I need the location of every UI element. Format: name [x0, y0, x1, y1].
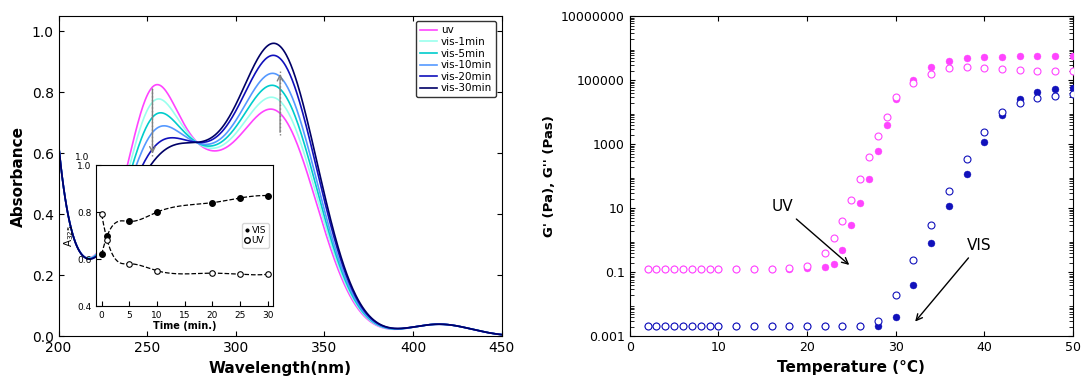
vis-1min: [252, 102, 265, 106]
Text: UV: UV: [772, 199, 848, 264]
vis-20min: [313, 182, 327, 186]
vis-10min: [387, 326, 400, 331]
vis-1min: [130, 137, 143, 141]
vis-10min: [166, 126, 179, 130]
vis-10min: [495, 332, 508, 337]
uv: [52, 142, 66, 146]
vis-10min: [252, 80, 265, 85]
vis-5min: [52, 142, 66, 146]
vis-5min: [265, 83, 278, 87]
vis-10min: [130, 161, 143, 166]
vis-5min: [166, 117, 179, 122]
vis-20min: [252, 65, 265, 69]
vis-10min: [52, 142, 66, 146]
vis-5min: [130, 149, 143, 154]
vis-5min: [313, 200, 327, 204]
Line: uv: uv: [59, 85, 501, 335]
uv: [313, 214, 327, 219]
Line: vis-20min: vis-20min: [59, 55, 501, 335]
uv: [348, 302, 361, 307]
vis-1min: [495, 332, 508, 337]
vis-1min: [313, 207, 327, 211]
Line: vis-30min: vis-30min: [59, 43, 501, 335]
vis-1min: [166, 108, 179, 113]
Line: vis-10min: vis-10min: [59, 73, 501, 335]
vis-5min: [495, 332, 508, 337]
vis-20min: [387, 326, 400, 331]
vis-30min: [52, 142, 66, 146]
Line: vis-5min: vis-5min: [59, 85, 501, 335]
vis-30min: [130, 186, 143, 191]
vis-20min: [52, 142, 66, 146]
vis-20min: [266, 53, 280, 58]
uv: [151, 82, 164, 87]
vis-30min: [313, 175, 327, 179]
vis-5min: [387, 327, 400, 331]
uv: [167, 101, 180, 106]
Text: VIS: VIS: [916, 238, 992, 320]
X-axis label: Wavelength(nm): Wavelength(nm): [209, 361, 352, 376]
Y-axis label: G' (Pa), G'' (Pas): G' (Pa), G'' (Pas): [543, 115, 556, 237]
Legend: uv, vis-1min, vis-5min, vis-10min, vis-20min, vis-30min: uv, vis-1min, vis-5min, vis-10min, vis-2…: [416, 21, 497, 98]
vis-5min: [348, 298, 361, 303]
vis-10min: [348, 296, 361, 301]
vis-10min: [313, 192, 327, 197]
vis-30min: [495, 332, 508, 337]
vis-1min: [348, 300, 361, 305]
vis-20min: [130, 175, 143, 180]
vis-1min: [265, 95, 278, 99]
vis-30min: [166, 143, 179, 148]
uv: [387, 327, 400, 332]
vis-1min: [387, 327, 400, 331]
vis-30min: [252, 54, 265, 59]
vis-20min: [348, 294, 361, 298]
vis-1min: [52, 142, 66, 146]
Line: vis-1min: vis-1min: [59, 97, 501, 335]
vis-10min: [265, 71, 278, 75]
Y-axis label: Absorbance: Absorbance: [11, 126, 26, 227]
uv: [130, 124, 143, 129]
vis-30min: [348, 292, 361, 296]
vis-20min: [495, 332, 508, 337]
uv: [495, 332, 508, 337]
vis-5min: [252, 91, 265, 96]
vis-30min: [387, 326, 400, 330]
uv: [253, 111, 266, 116]
X-axis label: Temperature (°C): Temperature (°C): [778, 360, 925, 375]
vis-30min: [268, 41, 281, 46]
vis-20min: [166, 135, 179, 140]
